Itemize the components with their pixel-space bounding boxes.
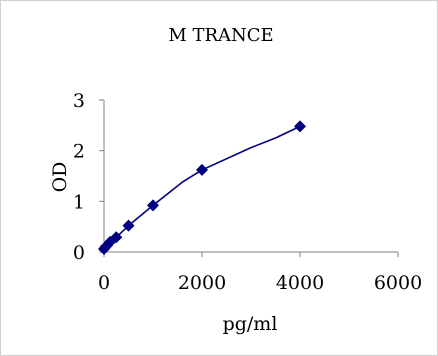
- x-tick-label: 2000: [178, 272, 226, 294]
- x-tick-label: 6000: [374, 272, 422, 294]
- y-tick-label: 1: [73, 191, 85, 213]
- axes: [103, 100, 398, 253]
- data-point-marker: [110, 231, 123, 244]
- data-point-marker: [196, 163, 208, 176]
- series-group: [98, 120, 306, 255]
- x-tick-label: 4000: [276, 272, 324, 294]
- data-point-marker: [122, 219, 135, 232]
- y-ticks: 0 1 2 3: [73, 90, 104, 264]
- y-tick-label: 3: [73, 90, 85, 112]
- x-ticks: 0 2000 4000 6000: [98, 252, 422, 294]
- series-line: [103, 125, 301, 250]
- data-point-marker: [294, 120, 306, 133]
- x-axis-label: pg/ml: [223, 313, 278, 335]
- x-tick-label: 0: [98, 272, 110, 294]
- y-tick-label: 0: [73, 242, 85, 264]
- chart-title: M TRANCE: [168, 25, 273, 46]
- y-tick-label: 2: [73, 141, 85, 163]
- y-axis-label: OD: [49, 162, 71, 193]
- data-point-marker: [147, 199, 159, 212]
